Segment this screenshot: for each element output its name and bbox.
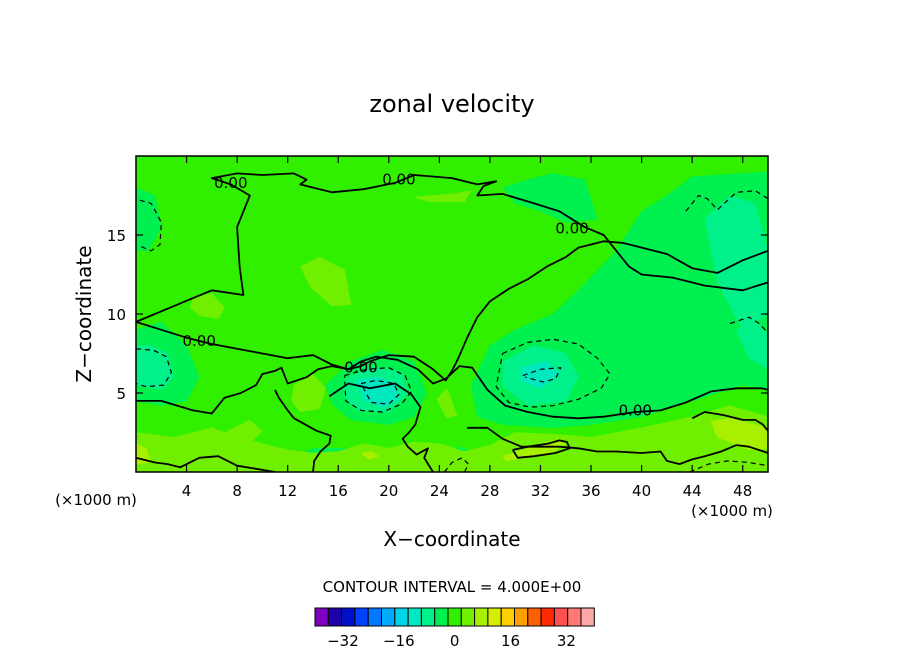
contour-label-2: 0.00 (555, 220, 588, 238)
contour-region-20 (300, 256, 352, 307)
contour-label-5: 0.00 (619, 401, 652, 419)
contour-region-23 (224, 419, 263, 444)
colorbar-swatch-19 (567, 607, 582, 627)
contour-labels: 0.00 0.00 0.00 0.00 0.00 0.00 (182, 171, 651, 420)
solid-contour-5 (274, 389, 332, 472)
y-tick-label-0: 5 (116, 385, 126, 403)
y-tick-label-2: 15 (107, 227, 126, 245)
colorbar-tick-label-4: 32 (557, 632, 576, 650)
colorbar-swatch-13 (487, 607, 502, 627)
contour-region-17 (136, 405, 768, 472)
contour-interval-text: CONTOUR INTERVAL = 4.000E+00 (323, 578, 582, 596)
dashed-contour-3 (522, 367, 562, 383)
colorbar-swatch-11 (460, 607, 476, 627)
x-tick-label-3: 16 (329, 482, 348, 500)
x-tick-label-2: 12 (278, 482, 297, 500)
contour-region-25 (710, 418, 768, 451)
contour-region-5 (502, 173, 598, 223)
colorbar-swatch-7 (407, 607, 422, 627)
dashed-contour-2 (495, 338, 611, 408)
colorbar-swatch-0 (314, 607, 329, 627)
solid-contour-lines (136, 172, 768, 472)
colorbar-tick-label-0: −32 (327, 632, 359, 650)
x-tick-label-0: 4 (182, 482, 192, 500)
colorbar-swatch-20 (580, 607, 595, 627)
contour-region-26 (360, 451, 379, 460)
dashed-contour-7 (729, 316, 768, 334)
y-axis-label: Z−coordinate (72, 245, 96, 382)
contour-label-4: 0.00 (344, 359, 377, 377)
colorbar-swatch-9 (434, 607, 449, 627)
solid-contour-2 (369, 240, 768, 382)
dashed-contour-9 (689, 460, 768, 472)
contour-region-19 (190, 293, 225, 319)
solid-contour-6 (511, 439, 571, 459)
x-tick-label-7: 32 (531, 482, 550, 500)
colorbar-swatch-12 (474, 607, 489, 627)
x-tick-label-8: 36 (581, 482, 600, 500)
contour-region-18 (291, 373, 326, 413)
colorbar-swatch-5 (381, 607, 396, 627)
contour-fills (136, 156, 768, 472)
colorbar-tick-label-1: −16 (383, 632, 415, 650)
x-unit-right: (×1000 m) (691, 502, 773, 520)
colorbar-swatch-17 (540, 607, 555, 627)
contour-region-21 (436, 388, 458, 419)
contour-label-3: 0.00 (182, 332, 215, 350)
x-tick-label-6: 28 (480, 482, 499, 500)
x-unit-left: (×1000 m) (55, 491, 137, 509)
x-axis-ticks: 4 8 12 16 20 24 28 32 36 40 44 48 (182, 156, 752, 500)
x-tick-label-4: 20 (379, 482, 398, 500)
contour-label-0: 0.00 (214, 174, 247, 192)
x-tick-label-11: 48 (733, 482, 752, 500)
colorbar-tick-label-3: 16 (501, 632, 520, 650)
x-tick-label-5: 24 (430, 482, 449, 500)
solid-contour-0 (136, 172, 768, 323)
colorbar-tick-labels: −32 −16 0 16 32 (327, 632, 576, 650)
dashed-contour-5 (344, 367, 413, 413)
colorbar-swatch-16 (527, 607, 542, 627)
contour-label-1: 0.00 (382, 171, 415, 189)
colorbar-swatch-15 (514, 607, 529, 627)
colorbar-swatch-1 (327, 607, 343, 627)
colorbar-tick-label-2: 0 (450, 632, 460, 650)
x-axis-label: X−coordinate (383, 527, 520, 551)
y-tick-label-1: 10 (107, 306, 126, 324)
dashed-contour-0 (685, 190, 768, 212)
colorbar-swatch-8 (420, 607, 436, 627)
colorbar (314, 607, 595, 627)
solid-contour-3 (136, 355, 768, 420)
colorbar-swatch-3 (354, 607, 369, 627)
colorbar-swatch-2 (341, 607, 356, 627)
chart-title: zonal velocity (369, 90, 534, 118)
solid-contour-8 (467, 426, 768, 466)
dashed-contour-4 (136, 348, 172, 388)
x-tick-label-10: 44 (683, 482, 702, 500)
colorbar-swatch-18 (553, 607, 569, 627)
contour-region-14 (736, 321, 768, 370)
solid-contour-9 (136, 455, 276, 472)
x-tick-label-9: 40 (632, 482, 651, 500)
dashed-contour-lines (136, 190, 768, 472)
x-tick-label-1: 8 (232, 482, 242, 500)
colorbar-swatch-4 (367, 607, 383, 627)
colorbar-swatch-6 (394, 607, 409, 627)
colorbar-swatch-10 (447, 607, 462, 627)
y-axis-ticks: 5 10 15 (107, 227, 768, 403)
solid-contour-4 (328, 382, 434, 472)
dashed-contour-6 (360, 379, 400, 405)
colorbar-swatch-14 (500, 607, 516, 627)
solid-contour-7 (691, 411, 768, 432)
contour-region-12 (136, 345, 175, 391)
contour-region-22 (413, 190, 472, 203)
dashed-contour-1 (139, 199, 162, 252)
